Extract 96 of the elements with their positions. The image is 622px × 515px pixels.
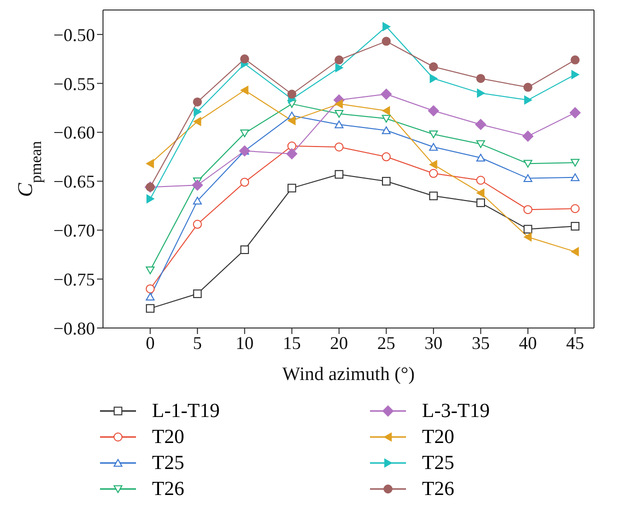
point	[194, 107, 202, 116]
x-tick-label: 45	[566, 332, 584, 353]
point	[476, 140, 486, 148]
legend-label: L-1-T19	[152, 400, 220, 422]
legend-label: T20	[422, 426, 454, 448]
x-tick-label: 40	[518, 332, 537, 353]
point	[429, 192, 438, 200]
point	[523, 82, 532, 92]
x-axis-title: Wind azimuth (°)	[282, 364, 415, 385]
y-tick-label: −0.80	[53, 318, 95, 338]
point	[146, 292, 155, 300]
legend-label: T25	[152, 452, 184, 474]
y-tick-label: −0.70	[53, 220, 95, 241]
point	[288, 184, 296, 192]
point	[192, 97, 202, 106]
point	[428, 105, 439, 116]
point	[335, 63, 344, 72]
point	[570, 158, 580, 167]
legend-label: T26	[422, 478, 454, 500]
x-tick-label: 30	[424, 332, 442, 353]
point	[524, 160, 532, 168]
point	[240, 130, 250, 138]
y-tick-label: −0.60	[53, 122, 95, 143]
point	[334, 110, 344, 118]
point	[382, 176, 391, 186]
point	[334, 170, 344, 179]
point	[192, 180, 203, 191]
point	[240, 86, 248, 95]
legend-label: L-3-T19	[422, 400, 490, 422]
point	[429, 142, 438, 151]
point	[193, 117, 202, 126]
y-tick-label: −0.65	[53, 172, 95, 192]
point	[382, 36, 391, 46]
x-tick-label: 25	[377, 332, 396, 353]
point	[240, 178, 250, 187]
point	[335, 100, 343, 108]
point	[382, 22, 390, 32]
point	[476, 198, 485, 208]
point	[287, 90, 296, 99]
point	[476, 188, 484, 198]
point	[570, 204, 580, 214]
point	[476, 154, 486, 162]
point	[570, 107, 581, 118]
legend-label: T26	[152, 478, 184, 500]
point	[193, 196, 202, 205]
point	[570, 222, 580, 231]
point	[476, 74, 486, 83]
point	[571, 247, 579, 256]
point	[334, 120, 344, 128]
point	[522, 130, 534, 142]
point	[192, 220, 202, 229]
point	[524, 96, 532, 104]
point	[429, 130, 438, 138]
point	[380, 88, 392, 100]
point	[475, 118, 486, 130]
point	[523, 205, 532, 214]
point	[524, 174, 532, 182]
point	[524, 232, 532, 242]
point	[524, 224, 532, 234]
y-tick-label: −0.55	[53, 74, 95, 94]
point	[193, 289, 202, 298]
x-tick-label: 10	[236, 332, 254, 353]
x-tick-label: 20	[330, 332, 348, 353]
x-tick-label: 5	[192, 332, 202, 353]
point	[146, 284, 155, 294]
point	[428, 62, 438, 72]
x-tick-label: 15	[282, 332, 301, 353]
point	[146, 266, 155, 274]
point	[382, 152, 391, 162]
point	[146, 304, 155, 313]
y-tick-label: −0.75	[53, 269, 95, 290]
point	[146, 159, 154, 168]
point	[334, 142, 344, 152]
point	[382, 126, 391, 134]
point	[570, 173, 580, 182]
x-tick-label: 0	[146, 332, 155, 353]
point	[428, 168, 438, 178]
point	[430, 74, 438, 83]
point	[476, 176, 486, 185]
point	[571, 70, 580, 79]
point	[240, 245, 249, 254]
legend-label: T20	[152, 426, 184, 448]
point	[334, 55, 344, 64]
point	[240, 54, 250, 64]
legend-label: T25	[422, 452, 454, 474]
point	[382, 106, 390, 116]
x-tick-label: 35	[472, 332, 490, 353]
point	[286, 148, 298, 160]
point	[382, 114, 391, 123]
point	[476, 88, 485, 98]
y-tick-label: −0.50	[53, 24, 95, 45]
point	[288, 116, 296, 125]
point	[146, 194, 154, 204]
point	[429, 160, 438, 169]
point	[287, 142, 296, 151]
point	[570, 55, 580, 64]
